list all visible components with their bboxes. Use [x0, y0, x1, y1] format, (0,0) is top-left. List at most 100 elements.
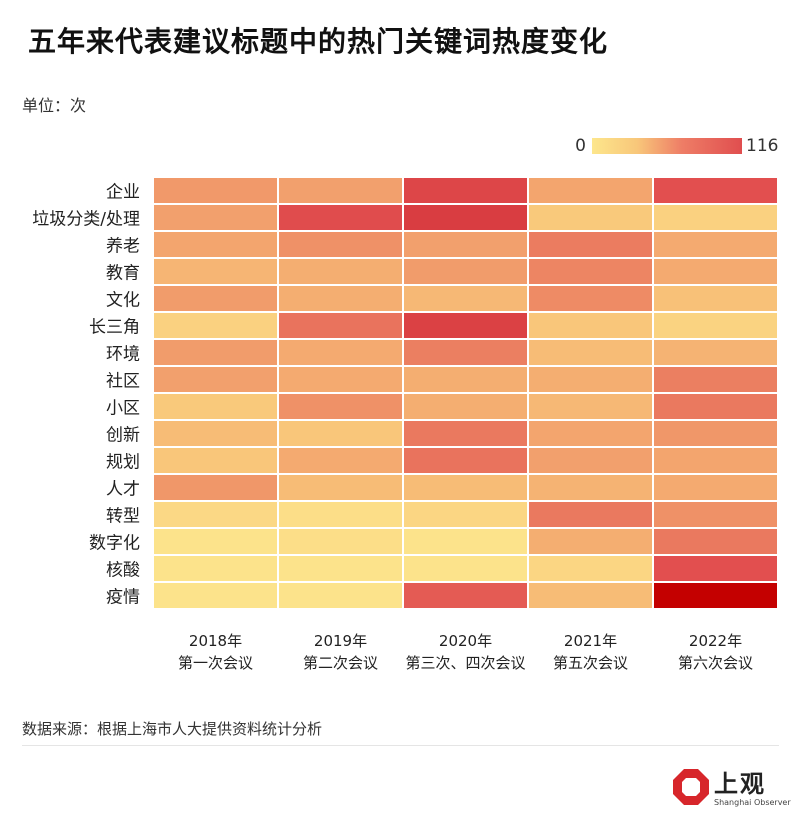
heatmap-cell	[654, 394, 777, 419]
heatmap-cell	[279, 502, 402, 527]
heatmap-cell	[529, 286, 652, 311]
data-source: 数据来源：根据上海市人大提供资料统计分析	[22, 720, 323, 738]
heatmap-cell	[404, 259, 527, 284]
color-legend: 0 116	[0, 136, 799, 156]
heatmap-cell	[154, 583, 277, 608]
row-label: 小区	[106, 399, 140, 419]
heatmap-cell	[279, 178, 402, 203]
heatmap-cell	[154, 421, 277, 446]
heatmap-cell	[404, 313, 527, 338]
heatmap-cell	[529, 232, 652, 257]
heatmap-cell	[529, 259, 652, 284]
heatmap-cell	[529, 421, 652, 446]
heatmap-cell	[404, 178, 527, 203]
heatmap-cell	[279, 313, 402, 338]
row-label: 规划	[106, 453, 140, 473]
heatmap-cell	[154, 367, 277, 392]
heatmap-cell	[154, 475, 277, 500]
heatmap-cell	[279, 205, 402, 230]
row-label: 环境	[106, 345, 140, 365]
heatmap-cell	[529, 394, 652, 419]
heatmap-cell	[404, 205, 527, 230]
heatmap-cell	[529, 448, 652, 473]
chart-title: 五年来代表建议标题中的热门关键词热度变化	[28, 25, 609, 58]
column-year-label: 2022年	[689, 632, 742, 650]
row-label: 转型	[106, 507, 140, 527]
heatmap-cell	[279, 394, 402, 419]
heatmap-cell	[529, 529, 652, 554]
legend-gradient-bar	[592, 138, 742, 154]
legend-max-label: 116	[746, 136, 779, 156]
logo-subtitle: Shanghai Observer	[714, 798, 791, 807]
heatmap-cell	[154, 313, 277, 338]
heatmap-cell	[654, 367, 777, 392]
heatmap-cell	[404, 286, 527, 311]
heatmap-cell	[654, 583, 777, 608]
unit-label: 单位：次	[22, 96, 87, 115]
row-label: 垃圾分类/处理	[32, 210, 140, 230]
row-label: 文化	[106, 291, 140, 311]
column-session-label: 第三次、四次会议	[405, 654, 525, 672]
heatmap-cell	[404, 583, 527, 608]
heatmap-cell	[404, 394, 527, 419]
row-label: 核酸	[106, 561, 140, 581]
heatmap-cell	[404, 232, 527, 257]
column-session-label: 第一次会议	[178, 654, 253, 672]
row-label: 社区	[106, 372, 140, 392]
heatmap-cell	[654, 259, 777, 284]
legend-min-label: 0	[575, 136, 586, 156]
heatmap-cell	[154, 502, 277, 527]
heatmap-cell	[279, 340, 402, 365]
heatmap-cell	[654, 232, 777, 257]
column-session-label: 第五次会议	[553, 654, 628, 672]
heatmap-cell	[404, 448, 527, 473]
heatmap-cell	[529, 502, 652, 527]
heatmap-cell	[529, 583, 652, 608]
heatmap-cell	[654, 529, 777, 554]
heatmap-cell	[654, 205, 777, 230]
heatmap-cell	[279, 583, 402, 608]
heatmap-cell	[654, 421, 777, 446]
heatmap-cell	[529, 367, 652, 392]
heatmap-cell	[279, 421, 402, 446]
heatmap-cell	[154, 205, 277, 230]
heatmap-cell	[154, 448, 277, 473]
logo-text: 上观	[714, 770, 766, 798]
heatmap-cell	[654, 313, 777, 338]
heatmap-cell	[654, 178, 777, 203]
heatmap-cell	[154, 286, 277, 311]
brand-logo: 上观 Shanghai Observer	[672, 762, 791, 818]
row-label: 养老	[106, 237, 140, 257]
logo-octagon-icon	[673, 769, 709, 805]
row-label: 企业	[106, 183, 140, 203]
column-year-label: 2021年	[564, 632, 617, 650]
heatmap-cell	[154, 529, 277, 554]
heatmap-cell	[279, 286, 402, 311]
column-year-label: 2018年	[189, 632, 242, 650]
column-year-label: 2019年	[314, 632, 367, 650]
heatmap-cell	[654, 475, 777, 500]
column-year-label: 2020年	[439, 632, 492, 650]
heatmap-cell	[154, 259, 277, 284]
heatmap-cell	[279, 556, 402, 581]
heatmap-cell	[279, 367, 402, 392]
heatmap-cell	[279, 448, 402, 473]
heatmap-cell	[529, 205, 652, 230]
column-session-label: 第二次会议	[303, 654, 378, 672]
row-label: 长三角	[89, 318, 140, 338]
heatmap-cell	[654, 556, 777, 581]
heatmap-cell	[404, 556, 527, 581]
heatmap-cell	[154, 556, 277, 581]
heatmap-cell	[529, 556, 652, 581]
heatmap-cell	[404, 367, 527, 392]
heatmap-cell	[154, 394, 277, 419]
heatmap-cell	[404, 340, 527, 365]
row-label: 疫情	[106, 588, 140, 608]
heatmap-cell	[404, 475, 527, 500]
row-label: 创新	[106, 426, 140, 446]
heatmap-cell	[529, 178, 652, 203]
column-session-label: 第六次会议	[678, 654, 753, 672]
heatmap-cell	[404, 421, 527, 446]
